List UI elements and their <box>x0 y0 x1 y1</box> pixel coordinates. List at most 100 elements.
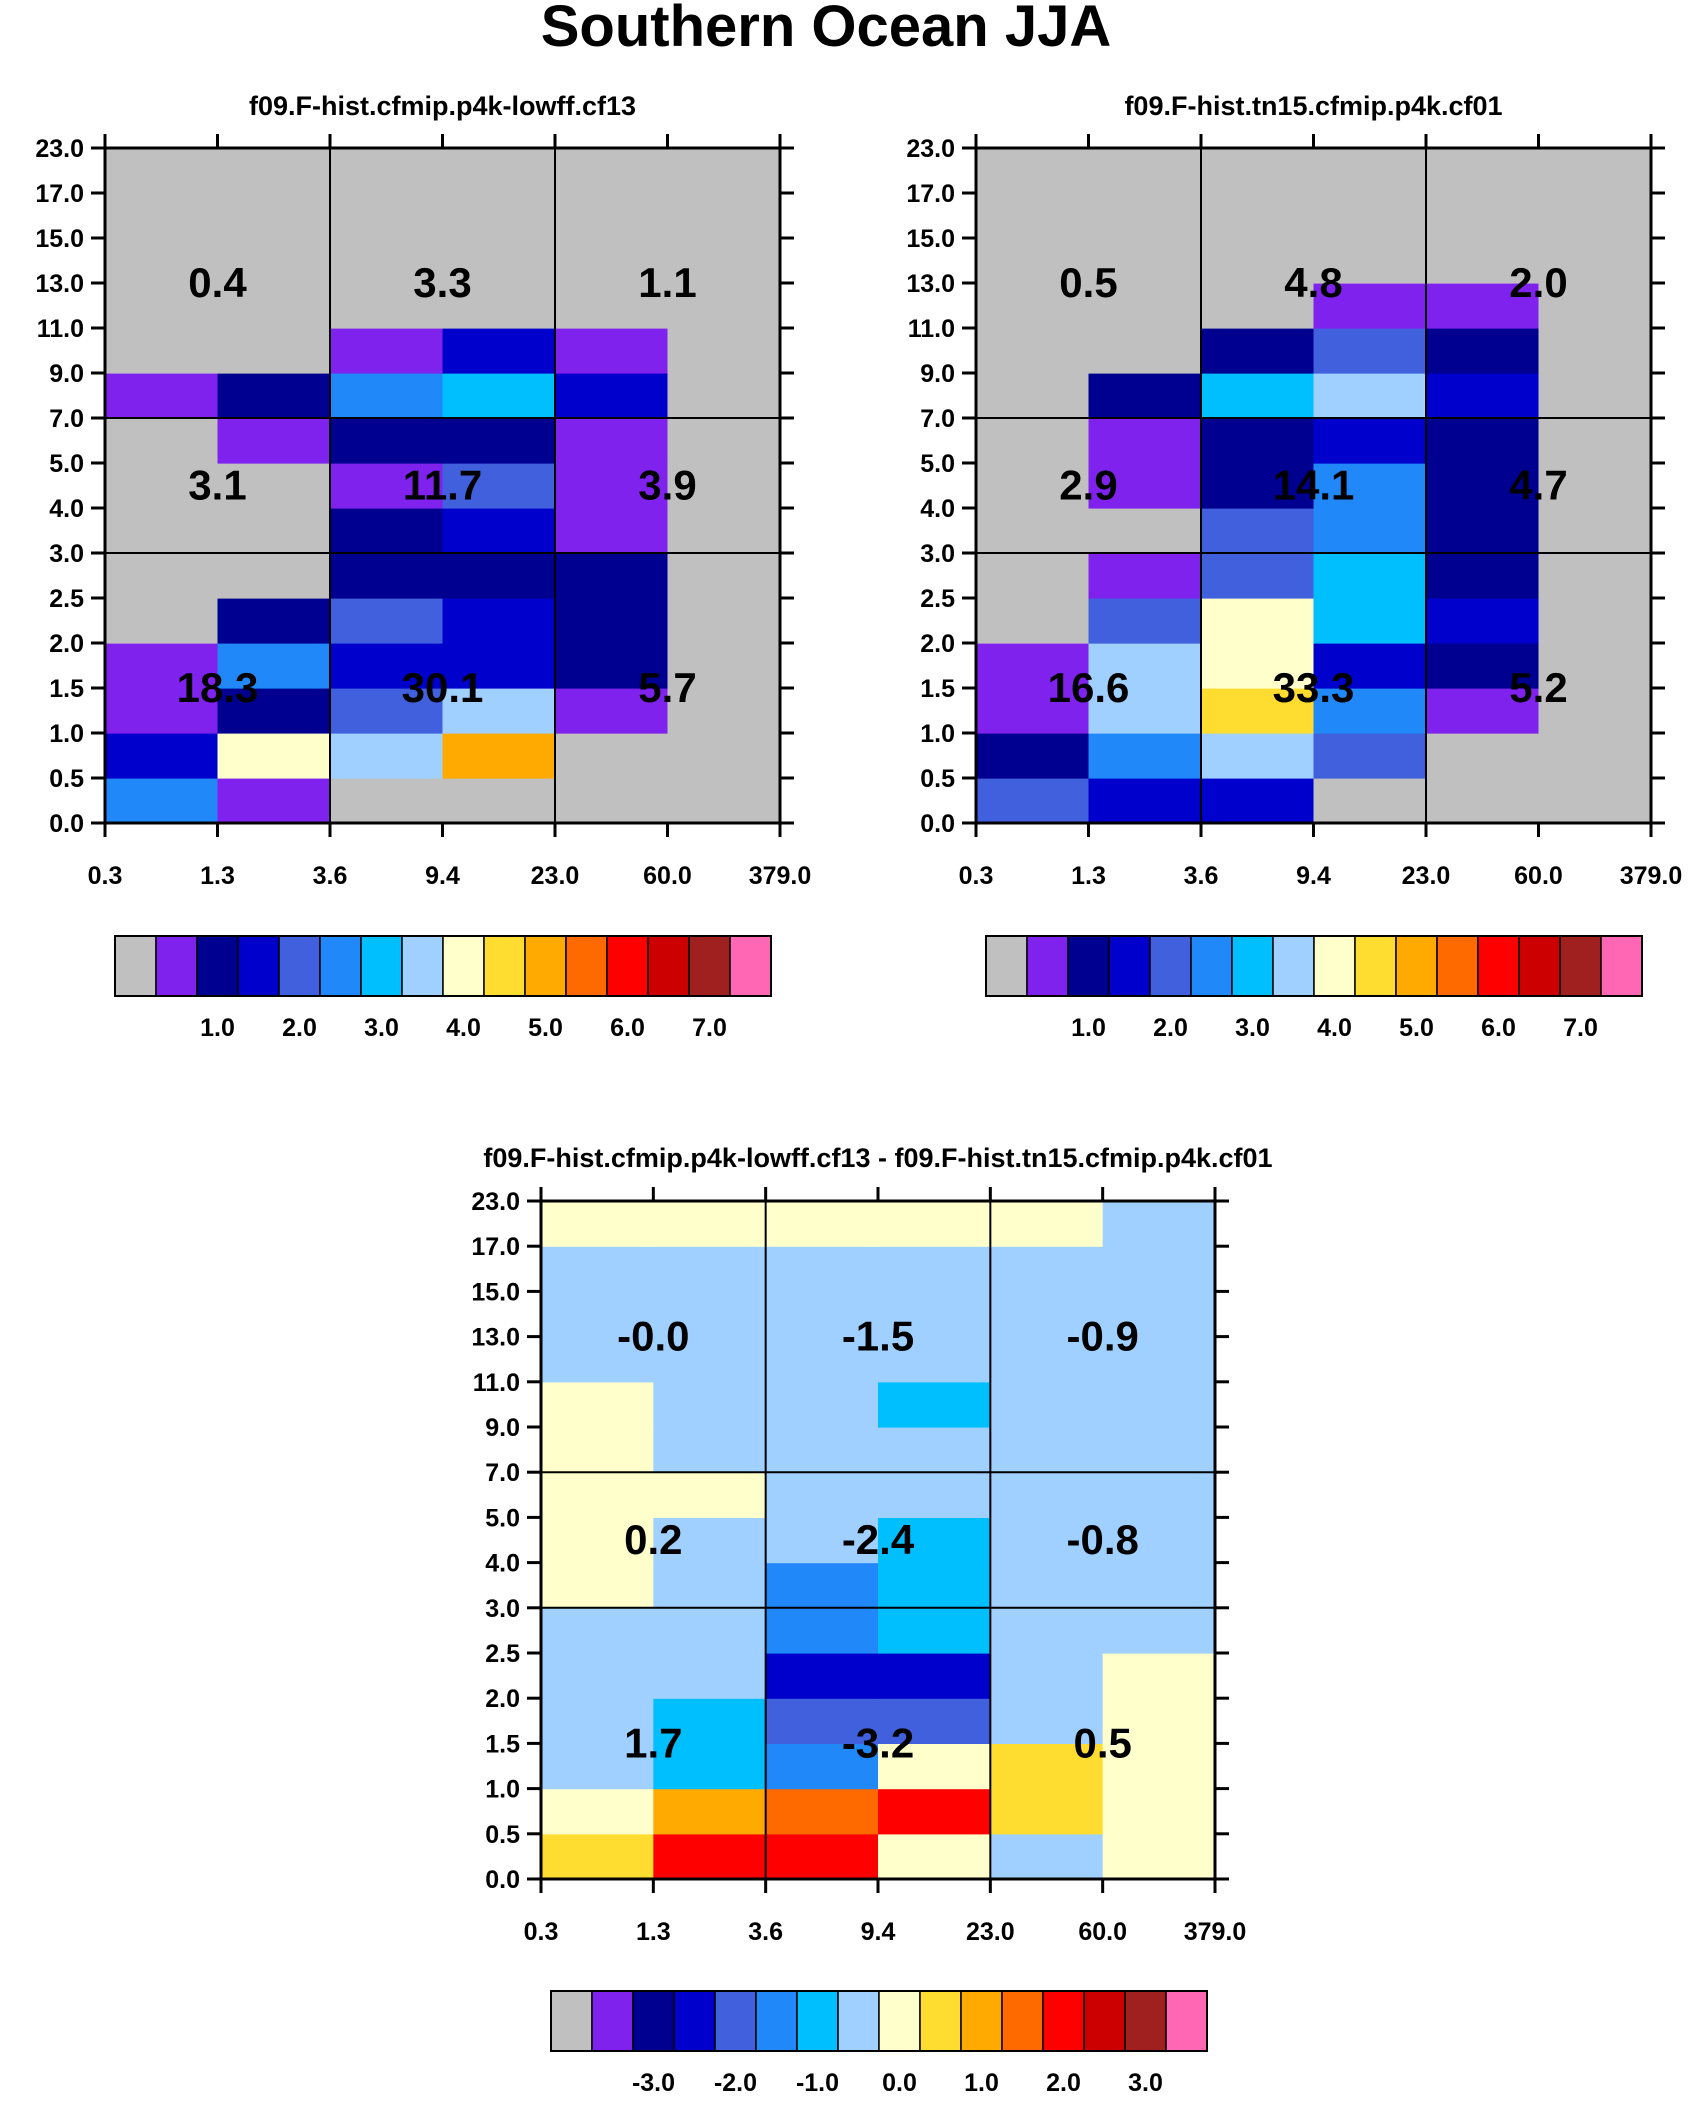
heatmap-cell <box>442 688 556 734</box>
heatmap-cell <box>653 1336 767 1383</box>
y-tick-label: 7.0 <box>920 405 955 433</box>
heatmap-cell <box>330 148 444 194</box>
y-tick-label: 1.5 <box>485 1730 520 1758</box>
heatmap-cell <box>555 778 669 824</box>
heatmap-cell <box>541 1698 654 1744</box>
heatmap-cell <box>442 598 556 644</box>
colorbar-tick-label: 3.0 <box>1235 1014 1270 1042</box>
heatmap-cell <box>653 1246 767 1292</box>
heatmap-cell <box>105 778 219 824</box>
heatmap-cell <box>1102 1562 1216 1609</box>
heatmap-cell <box>105 193 219 239</box>
heatmap-cell <box>765 1201 879 1247</box>
heatmap-cell <box>105 238 219 284</box>
heatmap-cell <box>878 1291 991 1338</box>
heatmap-cell <box>990 1698 1104 1744</box>
colorbar-swatch <box>985 935 1028 997</box>
heatmap-cell <box>1088 733 1202 779</box>
colorbar-tick-label: 1.0 <box>1071 1014 1106 1042</box>
heatmap-cell <box>667 778 781 824</box>
x-tick-label: 60.0 <box>1078 1918 1127 1946</box>
y-tick-label: 1.0 <box>920 720 955 748</box>
colorbar-swatch <box>714 1990 757 2052</box>
colorbar-swatch <box>360 935 403 997</box>
heatmap-cell <box>1201 328 1315 374</box>
panel-control: f09.F-hist.tn15.cfmip.p4k.cf01 0.0 0.5 1.0 1… <box>906 91 1682 1042</box>
heatmap-cell <box>653 1698 767 1744</box>
heatmap-cell <box>1102 1291 1216 1338</box>
summary-value: -0.8 <box>1066 1516 1138 1563</box>
heatmap-cell <box>330 283 444 329</box>
x-tick-label: 379.0 <box>749 862 812 890</box>
summary-value: 0.5 <box>1059 259 1117 306</box>
heatmap-cell <box>990 1472 1104 1518</box>
heatmap-cell <box>1088 238 1202 284</box>
heatmap-cell <box>990 1336 1104 1383</box>
heatmap-cell <box>1201 553 1315 599</box>
heatmap-cell <box>1201 238 1315 284</box>
colorbar-frame <box>114 935 772 997</box>
heatmap-cell <box>1102 1607 1216 1654</box>
colorbar-frame <box>985 935 1643 997</box>
heatmap-cell <box>1426 733 1540 779</box>
colorbar-tick-label: 2.0 <box>1153 1014 1188 1042</box>
summary-value: 0.2 <box>624 1516 682 1563</box>
colorbar-tick-label: -3.0 <box>632 2069 675 2097</box>
heatmap-cell <box>1538 778 1652 824</box>
colorbar-swatch <box>1149 935 1192 997</box>
heatmap-cell <box>1102 1743 1216 1790</box>
heatmap-cell <box>217 283 331 329</box>
heatmap-cell <box>1088 778 1202 824</box>
y-tick-label: 5.0 <box>49 450 84 478</box>
heatmap-cell <box>1538 733 1652 779</box>
heatmap-cell <box>1102 1698 1216 1744</box>
heatmap-cell <box>330 778 444 824</box>
heatmap-cell <box>765 1788 879 1835</box>
heatmap-cell <box>541 1427 654 1473</box>
y-tick-label: 4.0 <box>485 1550 520 1578</box>
heatmap-cell <box>1538 418 1652 464</box>
heatmap-cell <box>765 1517 879 1564</box>
heatmap-cell <box>976 418 1090 464</box>
heatmap-cell <box>976 598 1090 644</box>
summary-value: 0.5 <box>1073 1719 1131 1766</box>
colorbar-tick-label: 1.0 <box>964 2069 999 2097</box>
heatmap-cell <box>541 1788 654 1835</box>
heatmap-cell <box>765 1472 879 1518</box>
heatmap-cell <box>442 193 556 239</box>
colorbar-swatch <box>1165 1990 1208 2052</box>
heatmap-cell <box>667 328 781 374</box>
heatmap-cell <box>1313 373 1427 419</box>
y-tick-label: 2.5 <box>485 1640 520 1668</box>
x-tick-label: 0.3 <box>959 862 994 890</box>
heatmap-cell <box>1426 148 1540 194</box>
heatmap-cell <box>976 553 1090 599</box>
summary-value: 11.7 <box>403 462 482 509</box>
heatmap-cell <box>667 688 781 734</box>
colorbar-swatch <box>1124 1990 1167 2052</box>
heatmap-cell <box>1102 1246 1216 1292</box>
colorbar-swatch <box>483 935 526 997</box>
heatmap-cell <box>555 238 669 284</box>
colorbar-swatch <box>1559 935 1602 997</box>
heatmap-cell <box>555 598 669 644</box>
heatmap-cell <box>878 1517 991 1564</box>
colorbar-swatch <box>1042 1990 1085 2052</box>
heatmap-cell <box>330 193 444 239</box>
heatmap-cell <box>667 238 781 284</box>
heatmap-cell <box>330 238 444 284</box>
heatmap-cell <box>330 508 444 554</box>
heatmap-cell <box>555 733 669 779</box>
y-tick-label: 23.0 <box>35 135 84 163</box>
y-tick-label: 2.0 <box>920 630 955 658</box>
summary-value: -2.4 <box>842 1516 915 1563</box>
heatmap-cell <box>1426 778 1540 824</box>
x-tick-label: 23.0 <box>966 1918 1015 1946</box>
heatmap-cell <box>976 688 1090 734</box>
heatmap-cell <box>1201 373 1315 419</box>
colorbar-swatch <box>155 935 198 997</box>
heatmap-cell <box>1538 598 1652 644</box>
panel-title: f09.F-hist.cfmip.p4k-lowff.cf13 - f09.F-… <box>483 1143 1272 1173</box>
heatmap-cell <box>653 1427 767 1473</box>
heatmap-cell <box>667 733 781 779</box>
